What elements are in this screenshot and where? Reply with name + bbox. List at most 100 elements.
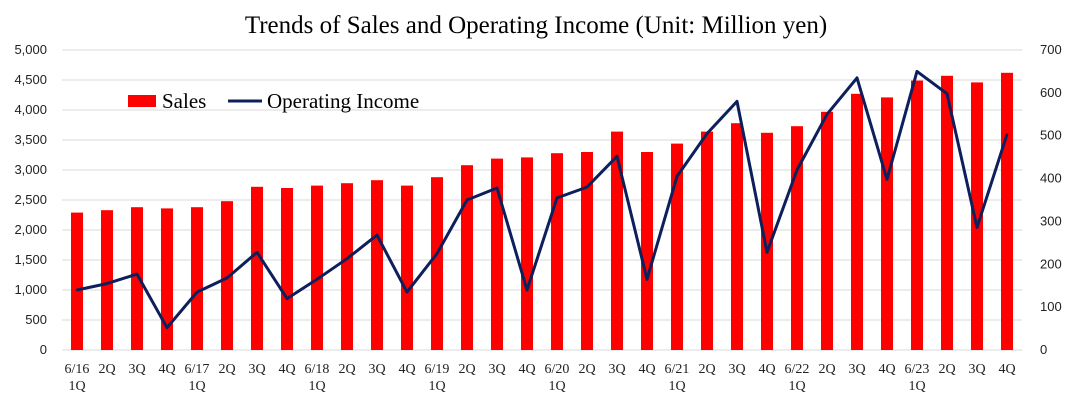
sales-bar: [551, 153, 563, 350]
x-tick-label: 6/21: [665, 362, 690, 377]
x-tick-label: 4Q: [398, 362, 415, 377]
operating-income-point: [345, 257, 349, 260]
sales-bar: [191, 207, 203, 350]
sales-bar: [611, 131, 623, 350]
operating-income-point: [735, 100, 739, 103]
operating-income-point: [915, 70, 919, 73]
sales-bar: [101, 210, 113, 350]
legend: Sales Operating Income: [128, 89, 419, 113]
x-tick-label: 3Q: [848, 362, 865, 377]
x-tick-label: 1Q: [308, 379, 325, 394]
operating-income-polyline: [76, 69, 1009, 330]
x-tick-label: 4Q: [758, 362, 775, 377]
left-axis: 0 500 1,000 1,500 2,000 2,500 3,000 3,500 4,000 4…: [14, 42, 47, 357]
operating-income-point: [1005, 133, 1009, 136]
operating-income-line: [75, 69, 1009, 330]
x-tick-label: 4Q: [158, 362, 175, 377]
operating-income-point: [165, 326, 169, 329]
x-tick-label: 6/20: [545, 362, 570, 377]
x-tick-label: 2Q: [218, 362, 235, 377]
right-tick-label: 200: [1040, 256, 1062, 271]
x-tick-label: 1Q: [668, 379, 685, 394]
operating-income-point: [75, 288, 79, 292]
right-tick-label: 700: [1040, 42, 1062, 57]
operating-income-point: [705, 132, 709, 135]
operating-income-point: [675, 175, 679, 178]
sales-bar: [521, 157, 533, 350]
sales-bar: [671, 143, 683, 350]
sales-bar: [581, 152, 593, 350]
x-tick-label: 6/16: [65, 362, 90, 377]
x-tick-label: 6/23: [905, 362, 930, 377]
operating-income-point: [255, 251, 259, 254]
operating-income-point: [555, 196, 559, 200]
operating-income-point: [645, 278, 649, 281]
operating-income-point: [495, 186, 499, 190]
sales-bar: [281, 188, 293, 350]
right-tick-label: 300: [1040, 213, 1062, 228]
x-tick-label: 2Q: [818, 362, 835, 377]
sales-bar: [401, 185, 413, 350]
x-tick-label: 2Q: [458, 362, 475, 377]
sales-bar: [971, 82, 983, 351]
operating-income-point: [195, 290, 199, 294]
sales-bar: [71, 212, 83, 350]
x-tick-label: 1Q: [908, 379, 925, 394]
operating-income-point: [105, 282, 109, 285]
x-tick-label: 2Q: [338, 362, 355, 377]
x-tick-label: 3Q: [728, 362, 745, 377]
legend-sales-label: Sales: [162, 89, 206, 113]
x-axis: 6/16 1Q 2Q 3Q 4Q 6/17 1Q 2Q 3Q 4Q 6/18 1Q 2Q 3Q 4Q 6/19…: [65, 362, 1016, 394]
sales-bar: [461, 165, 473, 350]
x-tick-label: 3Q: [968, 362, 985, 377]
right-tick-label: 600: [1040, 85, 1062, 100]
x-tick-label: 1Q: [188, 379, 205, 394]
left-tick-label: 3,000: [14, 162, 47, 177]
operating-income-point: [585, 185, 589, 189]
sales-bar: [701, 131, 713, 350]
operating-income-point: [885, 178, 889, 181]
x-tick-label: 4Q: [278, 362, 295, 377]
sales-bar: [761, 132, 773, 350]
operating-income-point: [285, 297, 289, 300]
left-tick-label: 3,500: [14, 132, 47, 147]
operating-income-point: [855, 76, 859, 80]
x-tick-label: 3Q: [608, 362, 625, 377]
right-axis: 0 100 200 300 400 500 600 700: [1040, 42, 1062, 357]
chart-title: Trends of Sales and Operating Income (Un…: [245, 12, 827, 39]
right-tick-label: 0: [1040, 342, 1047, 357]
sales-bar: [641, 152, 653, 350]
x-tick-label: 6/18: [305, 362, 330, 377]
operating-income-point: [795, 168, 799, 172]
right-tick-label: 500: [1040, 128, 1062, 143]
operating-income-point: [375, 233, 379, 237]
left-tick-label: 1,000: [14, 282, 47, 297]
sales-bars: [71, 72, 1013, 351]
x-tick-label: 2Q: [578, 362, 595, 377]
left-tick-label: 2,000: [14, 222, 47, 237]
left-tick-label: 2,500: [14, 192, 47, 207]
sales-bar: [911, 80, 923, 350]
left-tick-label: 4,000: [14, 102, 47, 117]
sales-bar: [221, 201, 233, 350]
x-tick-label: 1Q: [428, 379, 445, 394]
sales-bar: [1001, 72, 1013, 351]
sales-bar: [311, 185, 323, 350]
operating-income-point: [525, 288, 529, 292]
right-tick-label: 100: [1040, 299, 1062, 314]
sales-bar: [731, 123, 743, 350]
left-tick-label: 5,000: [14, 42, 47, 57]
sales-bar: [161, 208, 173, 350]
operating-income-point: [225, 276, 229, 280]
sales-bar: [251, 186, 263, 350]
sales-bar: [431, 177, 443, 350]
x-tick-label: 2Q: [938, 362, 955, 377]
x-tick-label: 3Q: [248, 362, 265, 377]
x-tick-label: 6/17: [185, 362, 210, 377]
left-tick-label: 0: [40, 342, 47, 357]
x-tick-label: 4Q: [638, 362, 655, 377]
left-tick-label: 1,500: [14, 252, 47, 267]
legend-income-label: Operating Income: [267, 89, 419, 113]
x-tick-label: 4Q: [998, 362, 1015, 377]
